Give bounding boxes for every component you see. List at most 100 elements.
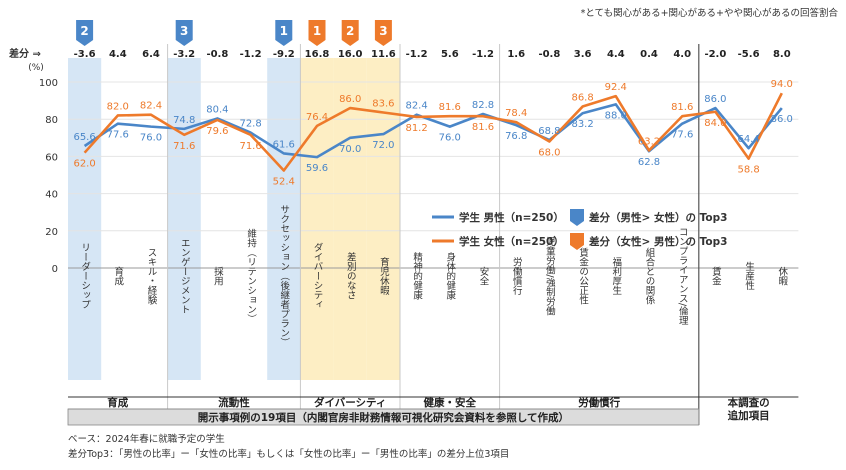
female-top3-marker [341, 20, 359, 46]
female-data-label: 86.8 [571, 93, 593, 104]
male-data-label: 65.6 [73, 132, 95, 143]
legend-male-top3-label: 差分（男性> 女性）の Top3 [589, 211, 727, 224]
male-data-label: 62.8 [638, 157, 660, 168]
male-data-label: 76.8 [505, 131, 527, 142]
female-data-label: 83.6 [372, 99, 394, 110]
category-label: サクセッション（後継者プラン） [278, 205, 290, 348]
diff-value: -0.8 [206, 49, 228, 60]
female-series-line [83, 92, 783, 172]
diff-value: -2.0 [704, 49, 726, 60]
legend-female-top3-label: 差分（女性> 男性）の Top3 [589, 235, 727, 248]
diff-value: -1.2 [406, 49, 428, 60]
diff-value: 1.6 [507, 49, 525, 60]
female-data-label: 94.0 [771, 79, 793, 90]
category-label: エンゲージメント [179, 238, 191, 314]
female-data-label: 71.6 [173, 141, 195, 152]
male-top3-marker-rank: 2 [80, 24, 88, 38]
male-top3-marker [275, 20, 293, 46]
male-data-label: 88.0 [605, 110, 627, 121]
category-label: 賃金の公正性 [577, 247, 589, 306]
category-label: 福利厚生 [610, 256, 622, 295]
female-data-label: 78.4 [505, 108, 527, 119]
y-tick-label: 0 [52, 264, 58, 275]
female-data-label: 62.0 [73, 159, 95, 170]
category-label: ダイバーシティ [312, 242, 324, 309]
female-top3-marker-rank: 2 [346, 24, 354, 38]
male-data-label: 76.0 [439, 133, 461, 144]
group-label: 追加項目 [728, 409, 770, 422]
category-label: 維持（リテンション） [245, 228, 257, 324]
diff-value: 4.4 [109, 49, 127, 60]
y-tick-label: 60 [45, 152, 58, 163]
y-tick-label: 40 [45, 190, 58, 201]
male-data-label: 76.0 [140, 133, 162, 144]
female-data-label: 52.4 [273, 177, 295, 188]
male-top3-marker-rank: 3 [180, 24, 188, 38]
y-tick-label: 80 [45, 115, 58, 126]
category-label: 賃金 [710, 266, 722, 286]
male-data-label: 74.8 [173, 115, 195, 126]
group-label: ダイバーシティ [314, 396, 386, 409]
diff-value: -3.2 [173, 49, 195, 60]
male-top3-highlight [68, 58, 102, 380]
male-data-label: 59.6 [306, 163, 328, 174]
male-top3-marker [76, 20, 94, 46]
diff-value: -1.2 [472, 49, 494, 60]
footnote-diff-definition: 差分Top3：「男性の比率」ー「女性の比率」もしくは「女性の比率」ー「男性の比率… [68, 449, 510, 460]
disclosure-items-label: 開示事項例の19項目（内閣官房非財務情報可視化研究会資料を参照して作成） [198, 411, 569, 424]
diff-value: 6.4 [142, 49, 160, 60]
female-data-label: 82.4 [140, 101, 162, 112]
male-top3-marker [175, 20, 193, 46]
y-axis-unit: (%) [28, 63, 44, 73]
category-label: スキル・経験 [146, 248, 158, 306]
legend-female-top3-icon [570, 233, 584, 250]
diff-value: -0.8 [538, 49, 560, 60]
female-data-label: 71.6 [239, 141, 261, 152]
male-data-label: 77.6 [671, 130, 693, 141]
male-data-label: 86.0 [704, 94, 726, 105]
female-data-label: 76.4 [306, 112, 328, 123]
male-top3-highlight [267, 58, 301, 380]
legend-female-label: 学生 女性（n=250） [459, 235, 564, 248]
y-tick-label: 100 [39, 78, 58, 89]
y-tick-label: 20 [45, 227, 58, 238]
female-data-label: 68.0 [538, 148, 560, 159]
diff-value: -5.6 [738, 49, 760, 60]
male-data-label: 82.4 [405, 101, 427, 112]
female-data-label: 79.6 [206, 126, 228, 137]
category-label: 差別のなさ [345, 252, 357, 300]
category-label: 身体的健康 [444, 252, 456, 300]
diff-value: -3.6 [74, 49, 96, 60]
female-data-label: 63.2 [638, 136, 660, 147]
category-label: 採用 [212, 266, 224, 287]
group-label: 本調査の [728, 396, 770, 409]
male-top3-highlight [167, 58, 201, 380]
group-label: 健康・安全 [424, 396, 477, 409]
male-data-label: 86.0 [771, 114, 793, 125]
note-text: *とても関心がある+関心がある+やや関心があるの回答割合 [581, 7, 839, 19]
category-label: 児童労働/強制労働 [544, 236, 556, 316]
category-label: 育成 [112, 266, 124, 287]
category-label: リーダーシップ [79, 243, 91, 310]
category-label: コンプライアンス/倫理 [677, 227, 689, 325]
category-label: 労働慣行 [511, 256, 523, 296]
male-data-label: 68.8 [538, 126, 560, 137]
diff-value: -9.2 [273, 49, 295, 60]
diff-value: 0.4 [640, 49, 658, 60]
diff-value: 11.6 [371, 49, 396, 60]
diff-value: 16.8 [305, 49, 330, 60]
category-label: 生産性 [743, 261, 755, 291]
female-data-label: 58.8 [737, 165, 759, 176]
female-data-label: 92.4 [605, 82, 627, 93]
female-data-label: 81.6 [671, 102, 693, 113]
diff-value: 3.6 [574, 49, 592, 60]
male-data-label: 64.4 [737, 134, 759, 145]
female-data-label: 86.0 [339, 94, 361, 105]
male-data-label: 72.0 [372, 140, 394, 151]
male-data-label: 70.0 [339, 144, 361, 155]
diff-value: 4.4 [607, 49, 625, 60]
female-data-label: 84.0 [704, 118, 726, 129]
female-data-label: 82.0 [107, 101, 129, 112]
category-label: 休暇 [776, 266, 788, 287]
